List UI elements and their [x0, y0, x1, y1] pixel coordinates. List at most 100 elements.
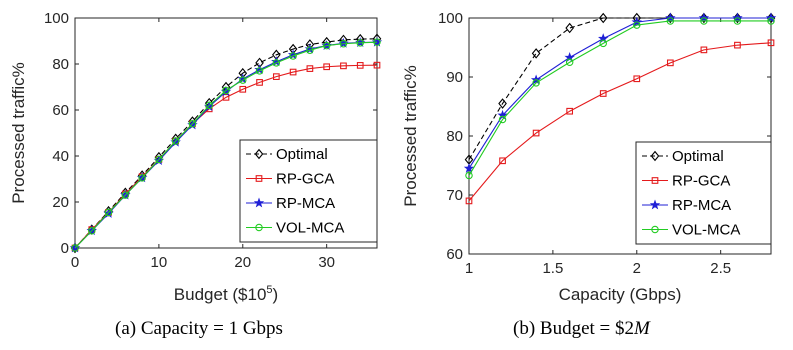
data-point — [256, 79, 263, 86]
data-point — [498, 98, 507, 109]
series-line — [468, 20, 771, 176]
data-point — [734, 41, 741, 49]
data-point — [565, 58, 574, 66]
y-tick-label: 60 — [52, 102, 69, 119]
data-point — [287, 49, 299, 60]
data-point — [121, 191, 130, 199]
data-point — [566, 107, 574, 115]
legend-marker — [649, 199, 661, 210]
series-rp-gca — [465, 39, 775, 205]
data-point — [239, 85, 247, 93]
legend-marker — [255, 175, 263, 182]
data-point — [465, 171, 473, 180]
legend-label: RP-MCA — [672, 197, 731, 214]
data-point — [338, 37, 349, 48]
legend-marker — [254, 148, 264, 160]
x-tick-label: 1.5 — [542, 260, 563, 277]
data-point — [633, 75, 641, 83]
y-axis-label: Processed traffic% — [401, 65, 420, 206]
legend-label: VOL-MCA — [276, 220, 344, 237]
caption-b: (b) Budget = $2M — [513, 318, 650, 339]
data-point — [254, 64, 265, 75]
data-point — [271, 56, 282, 67]
y-tick-label: 90 — [446, 69, 463, 86]
data-point — [272, 73, 280, 80]
legend-marker — [650, 150, 660, 162]
series-vol-mca — [71, 38, 381, 252]
legend-label: Optimal — [672, 148, 724, 165]
x-tick-label: 0 — [71, 254, 79, 271]
chart-panel-a: 0 10 20 30 0 20 40 60 80 100 Budget ($105) Processe… — [9, 10, 383, 304]
series-line — [468, 17, 771, 169]
x-tick-label: 30 — [318, 254, 335, 271]
legend-label: Optimal — [276, 146, 328, 163]
legend-marker — [255, 223, 263, 232]
data-point — [497, 109, 508, 120]
x-tick-label: 10 — [151, 254, 168, 271]
x-axis-label: Budget ($105) — [174, 284, 278, 304]
data-point — [304, 43, 316, 54]
data-point — [323, 63, 331, 71]
data-point — [733, 17, 742, 25]
data-point — [666, 59, 674, 67]
legend: Optimal RP-GCA RP-MCA VOL-MCA — [635, 141, 772, 245]
legend-label: RP-GCA — [672, 173, 730, 190]
data-point — [599, 39, 607, 48]
series-line — [74, 41, 378, 249]
y-tick-label: 80 — [52, 56, 69, 73]
x-tick-label: 1 — [465, 260, 473, 277]
x-axis-label: Capacity (Gbps) — [559, 285, 682, 304]
data-point — [767, 39, 775, 47]
data-point — [700, 46, 708, 54]
y-axis-label: Processed traffic% — [9, 62, 28, 203]
legend-label: RP-GCA — [276, 171, 334, 188]
legend-label: RP-MCA — [276, 195, 335, 212]
data-point — [255, 67, 264, 75]
data-point — [373, 61, 381, 69]
data-point — [289, 52, 297, 60]
data-point — [633, 21, 641, 29]
y-tick-label: 20 — [52, 194, 69, 211]
data-point — [155, 155, 163, 164]
legend: Optimal RP-GCA RP-MCA VOL-MCA — [239, 139, 378, 243]
data-point — [463, 162, 475, 173]
y-tick-label: 100 — [438, 10, 463, 27]
data-point — [598, 12, 608, 24]
legend-marker — [651, 225, 659, 234]
data-point — [356, 62, 364, 69]
data-point — [88, 227, 96, 235]
data-point — [237, 73, 248, 84]
y-tick-label: 100 — [44, 10, 69, 27]
data-point — [306, 65, 314, 72]
x-tick-label: 2 — [633, 260, 641, 277]
x-tick-label: 2.5 — [710, 260, 731, 277]
legend-marker — [651, 177, 659, 184]
y-tick-label: 60 — [446, 246, 463, 263]
x-axis-label-close: ) — [273, 285, 279, 304]
data-point — [356, 39, 364, 47]
y-tick-label: 80 — [446, 128, 463, 145]
chart-panel-b: 1 1.5 2 2.5 60 70 80 90 100 Capacity (Gbps) Proces… — [401, 10, 777, 304]
data-point — [138, 174, 146, 182]
data-point — [340, 62, 347, 70]
data-point — [767, 17, 775, 25]
data-point — [465, 197, 473, 205]
x-axis-label-exponent: 5 — [266, 284, 272, 296]
caption-a: (a) Capacity = 1 Gbps — [115, 318, 283, 339]
data-point — [205, 101, 213, 110]
data-point — [272, 59, 281, 67]
y-tick-label: 40 — [52, 148, 69, 165]
data-point — [222, 94, 230, 101]
legend-label: VOL-MCA — [672, 222, 740, 239]
data-point — [289, 68, 297, 76]
data-point — [188, 120, 197, 128]
data-point — [306, 46, 314, 54]
data-point — [532, 79, 540, 87]
x-tick-label: 20 — [234, 254, 251, 271]
series-line — [468, 42, 772, 202]
data-point — [599, 90, 607, 97]
data-point — [171, 137, 180, 145]
data-point — [532, 129, 540, 137]
data-point — [322, 41, 331, 50]
legend-box — [239, 139, 378, 243]
